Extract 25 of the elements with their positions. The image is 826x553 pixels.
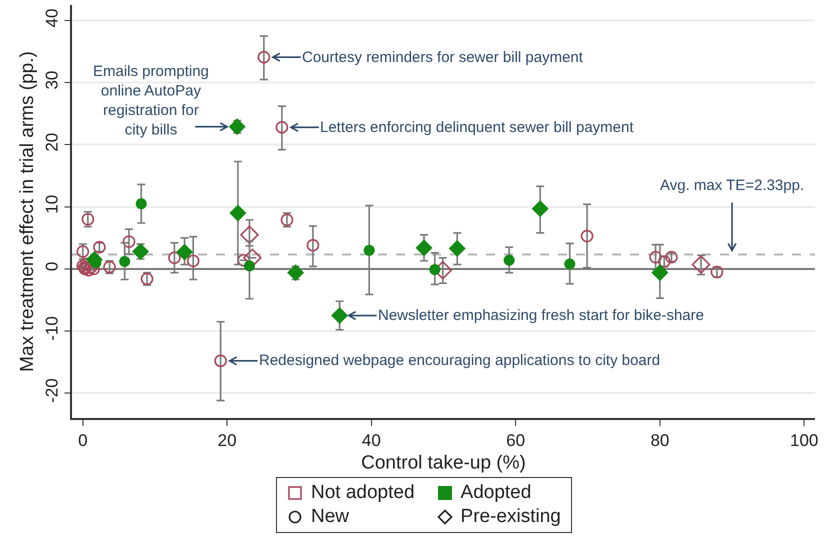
- y-tick-label: 10: [42, 194, 62, 214]
- x-tick-label: 20: [218, 431, 237, 450]
- annotation: Letters enforcing delinquent sewer bill payment: [320, 119, 634, 136]
- y-tick-label: 40: [42, 8, 62, 28]
- x-tick-label: 100: [790, 431, 818, 450]
- y-tick-label: -10: [42, 316, 62, 341]
- y-tick-label: 30: [42, 70, 62, 90]
- annotation: Avg. max TE=2.33pp.: [660, 177, 804, 194]
- text: New: [311, 506, 350, 528]
- y-tick-label: 0: [42, 262, 62, 272]
- x-tick-label: 80: [650, 431, 670, 450]
- text: Pre-existing: [460, 506, 561, 528]
- text: Not adopted: [311, 482, 415, 504]
- y-tick-label: -20: [42, 378, 62, 403]
- y-axis-title: Max treatment effect in trial arms (pp.): [16, 51, 38, 372]
- x-tick-label: 0: [78, 431, 88, 450]
- annotation: Emails prompting online AutoPay registration for city bills: [93, 63, 209, 138]
- text: Adopted: [460, 482, 532, 504]
- annotation: Newsletter emphasizing fresh start for bike-share: [378, 307, 704, 324]
- y-tick-label: 20: [42, 132, 62, 152]
- annotation: Redesigned webpage encouraging applications to city board: [259, 352, 660, 369]
- x-axis-title: Control take-up (%): [361, 452, 526, 474]
- x-tick-label: 40: [362, 431, 381, 450]
- annotation: Courtesy reminders for sewer bill payment: [302, 49, 584, 66]
- x-tick-label: 60: [506, 431, 526, 450]
